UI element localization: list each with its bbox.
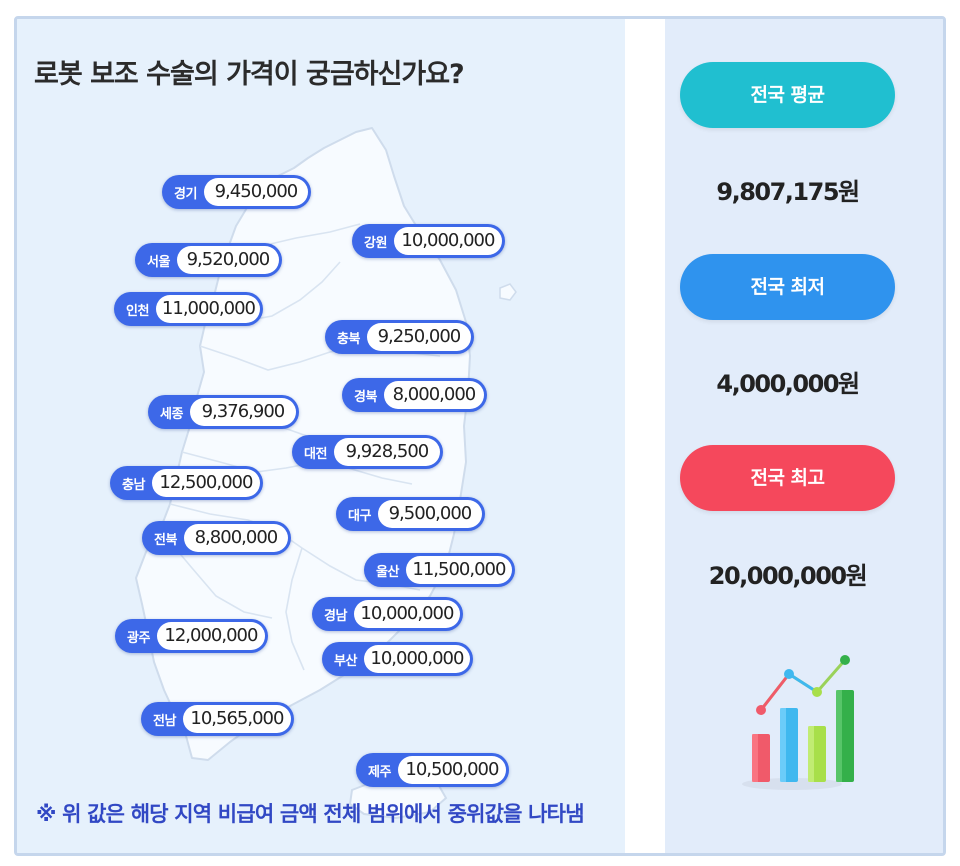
region-pill-busan: 부산 10,000,000 [322, 642, 473, 676]
national-highest-badge: 전국 최고 [680, 445, 895, 511]
region-price: 10,565,000 [182, 705, 291, 733]
region-name: 충북 [337, 331, 360, 347]
footnote: ※ 위 값은 해당 지역 비급여 금액 전체 범위에서 중위값을 나타냄 [36, 802, 585, 826]
region-name: 서울 [147, 254, 170, 270]
region-name: 세종 [160, 406, 183, 422]
region-pill-jeonbuk: 전북 8,800,000 [142, 521, 291, 555]
national-highest-value: 20,000,000원 [708, 562, 868, 590]
region-name: 강원 [364, 235, 387, 251]
region-price: 12,500,000 [151, 469, 260, 497]
ulleung-island-shape [499, 283, 517, 301]
region-name: 전남 [153, 713, 176, 729]
region-name: 제주 [368, 764, 391, 780]
region-pill-gyeongnam: 경남 10,000,000 [312, 597, 463, 631]
stats-panel [665, 19, 943, 853]
region-name: 인천 [126, 303, 149, 319]
national-lowest-value: 4,000,000원 [716, 370, 860, 398]
region-name: 전북 [154, 532, 177, 548]
region-price: 9,376,900 [189, 398, 296, 426]
region-price: 8,800,000 [183, 524, 288, 552]
region-price: 10,000,000 [393, 227, 502, 255]
national-average-value: 9,807,175원 [716, 178, 860, 206]
bar-chart-rising-icon [742, 655, 854, 790]
region-price: 11,000,000 [155, 295, 260, 323]
region-pill-chungbuk: 충북 9,250,000 [325, 320, 474, 354]
region-price: 8,000,000 [383, 381, 484, 409]
region-price: 10,000,000 [363, 645, 470, 673]
korea-map [135, 127, 517, 820]
region-price: 9,450,000 [203, 178, 308, 206]
region-pill-ulsan: 울산 11,500,000 [364, 553, 515, 587]
region-price: 10,000,000 [353, 600, 460, 628]
region-name: 경남 [324, 608, 347, 624]
region-price: 9,500,000 [377, 500, 482, 528]
region-price: 9,928,500 [333, 438, 440, 466]
region-pill-daegu: 대구 9,500,000 [336, 497, 485, 531]
page-title: 로봇 보조 수술의 가격이 궁금하신가요? [34, 59, 465, 90]
region-name: 충남 [122, 477, 145, 493]
region-pill-daejeon: 대전 9,928,500 [292, 435, 443, 469]
region-name: 경기 [174, 186, 197, 202]
region-price: 9,520,000 [176, 246, 279, 274]
panel-gutter [625, 19, 665, 853]
region-name: 울산 [376, 564, 399, 580]
region-name: 광주 [127, 630, 150, 646]
region-pill-gangwon: 강원 10,000,000 [352, 224, 505, 258]
region-pill-chungnam: 충남 12,500,000 [110, 466, 263, 500]
national-lowest-badge: 전국 최저 [680, 254, 895, 320]
national-average-badge: 전국 평균 [680, 62, 895, 128]
region-name: 대전 [304, 446, 327, 462]
region-name: 경북 [354, 389, 377, 405]
region-pill-incheon: 인천 11,000,000 [114, 292, 263, 326]
region-pill-gyeongbuk: 경북 8,000,000 [342, 378, 487, 412]
region-name: 대구 [348, 508, 371, 524]
region-pill-seoul: 서울 9,520,000 [135, 243, 282, 277]
region-pill-sejong: 세종 9,376,900 [148, 395, 299, 429]
region-price: 9,250,000 [366, 323, 471, 351]
region-price: 11,500,000 [405, 556, 512, 584]
region-pill-gwangju: 광주 12,000,000 [115, 619, 268, 653]
region-price: 12,000,000 [156, 622, 265, 650]
region-name: 부산 [334, 653, 357, 669]
region-pill-gyeonggi: 경기 9,450,000 [162, 175, 311, 209]
region-pill-jeju: 제주 10,500,000 [356, 753, 509, 787]
region-pill-jeonnam: 전남 10,565,000 [141, 702, 294, 736]
region-price: 10,500,000 [397, 756, 506, 784]
